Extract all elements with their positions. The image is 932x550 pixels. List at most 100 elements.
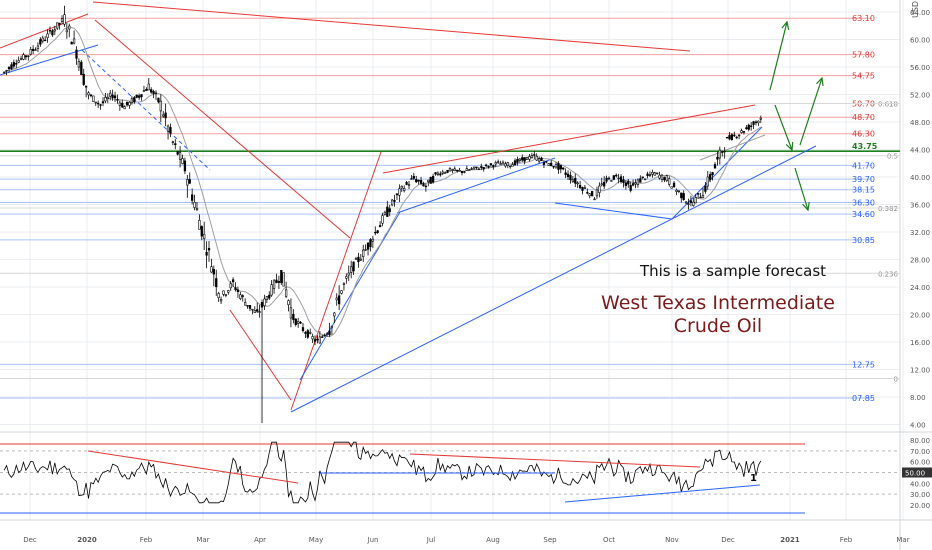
price-axis-tick: 4.00: [910, 422, 926, 430]
candle-body: [752, 121, 755, 125]
candle-body: [215, 278, 218, 288]
candle-body: [152, 91, 155, 95]
candle-body: [537, 158, 541, 162]
candle-body: [689, 200, 693, 203]
candle-body: [559, 165, 562, 170]
candle-body: [193, 202, 196, 208]
resistance-level-label: 57.80: [852, 51, 875, 60]
candle-body: [354, 258, 358, 260]
currency-label: USD: [911, 1, 920, 18]
candle-body: [97, 102, 100, 105]
time-axis-tick: Mar: [896, 536, 909, 544]
candle-body: [181, 158, 184, 164]
moving-average: [4, 25, 762, 338]
candle-body: [745, 127, 748, 130]
candle-body: [135, 94, 138, 98]
candle-body: [113, 95, 117, 99]
price-axis-tick: 56.00: [910, 64, 930, 72]
candle-body: [147, 83, 150, 91]
candle-body: [742, 131, 746, 133]
candle-body: [29, 49, 32, 55]
candle-body: [465, 168, 468, 171]
time-axis-tick: Jun: [367, 536, 379, 544]
candle-body: [376, 230, 379, 233]
candle-body: [598, 185, 601, 193]
candle-body: [362, 249, 365, 257]
candle-body: [477, 168, 481, 171]
blue-trendline: [299, 211, 401, 381]
candle-body: [227, 290, 230, 293]
candle-body: [330, 326, 334, 329]
oscillator-axis-tick: 40.00: [910, 480, 930, 488]
candle-body: [200, 226, 203, 237]
candle-body: [451, 169, 454, 171]
price-axis-tick: 16.00: [910, 339, 930, 347]
candle-body: [427, 179, 430, 182]
blue-trendline: [671, 126, 763, 220]
grey-trendline: [699, 134, 766, 161]
candle-body: [448, 168, 452, 172]
candle-body: [51, 30, 54, 36]
candle-body: [263, 298, 266, 306]
candle-body: [374, 231, 377, 234]
candle-body: [390, 199, 394, 206]
candle-body: [27, 55, 30, 57]
candle-body: [684, 201, 688, 204]
candle-body: [140, 94, 143, 98]
candle-body: [605, 177, 608, 182]
candle-body: [270, 284, 273, 296]
candle-body: [456, 169, 459, 172]
candle-body: [323, 334, 326, 337]
candle-body: [725, 136, 729, 139]
resistance-level-label: 63.10: [852, 14, 875, 23]
candle-body: [668, 178, 671, 185]
candle-body: [121, 102, 124, 108]
candle-body: [723, 150, 726, 153]
red-trendline: [290, 151, 382, 411]
candle-body: [757, 120, 760, 124]
forecast-arrowhead: [785, 141, 794, 152]
blue-trendline: [554, 202, 673, 220]
oscillator-red-trendline: [409, 453, 701, 468]
candle-body: [371, 238, 375, 242]
candle-body: [388, 208, 391, 213]
candle-body: [19, 58, 23, 60]
candle-body: [316, 338, 319, 341]
candle-body: [754, 121, 758, 124]
candle-body: [222, 290, 225, 295]
candle-body: [106, 96, 109, 99]
candle-body: [386, 206, 389, 217]
candle-body: [624, 182, 628, 186]
time-axis-tick: 2020: [77, 536, 97, 544]
candle-body: [480, 166, 483, 168]
candle-body: [260, 302, 264, 308]
price-axis-tick: 44.00: [910, 147, 930, 155]
candle-body: [740, 130, 743, 133]
candle-body: [393, 200, 396, 202]
candle-body: [682, 193, 685, 201]
current-price-label: 43.75: [852, 142, 878, 151]
price-axis-tick: 52.00: [910, 92, 930, 100]
candle-body: [733, 134, 736, 137]
candle-body: [239, 294, 242, 299]
candle-body: [10, 64, 13, 70]
candle-body: [207, 247, 211, 251]
candle-body: [687, 203, 690, 205]
red-trendline: [0, 13, 89, 49]
candle-body: [516, 158, 519, 163]
candle-body: [627, 181, 630, 185]
candle-body: [656, 172, 659, 175]
fib-label: 0.236: [878, 270, 899, 278]
fib-label: 0.618: [878, 100, 898, 108]
candle-body: [345, 276, 348, 279]
blue-trendline: [290, 145, 817, 413]
forecast-arrows: [769, 20, 824, 212]
candle-body: [292, 313, 295, 320]
candle-body: [82, 73, 85, 85]
candle-body: [154, 92, 158, 95]
candle-body: [463, 171, 466, 173]
candle-body: [277, 280, 281, 283]
candle-body: [711, 172, 714, 176]
candle-body: [5, 69, 8, 72]
forecast-arrow: [794, 167, 809, 211]
